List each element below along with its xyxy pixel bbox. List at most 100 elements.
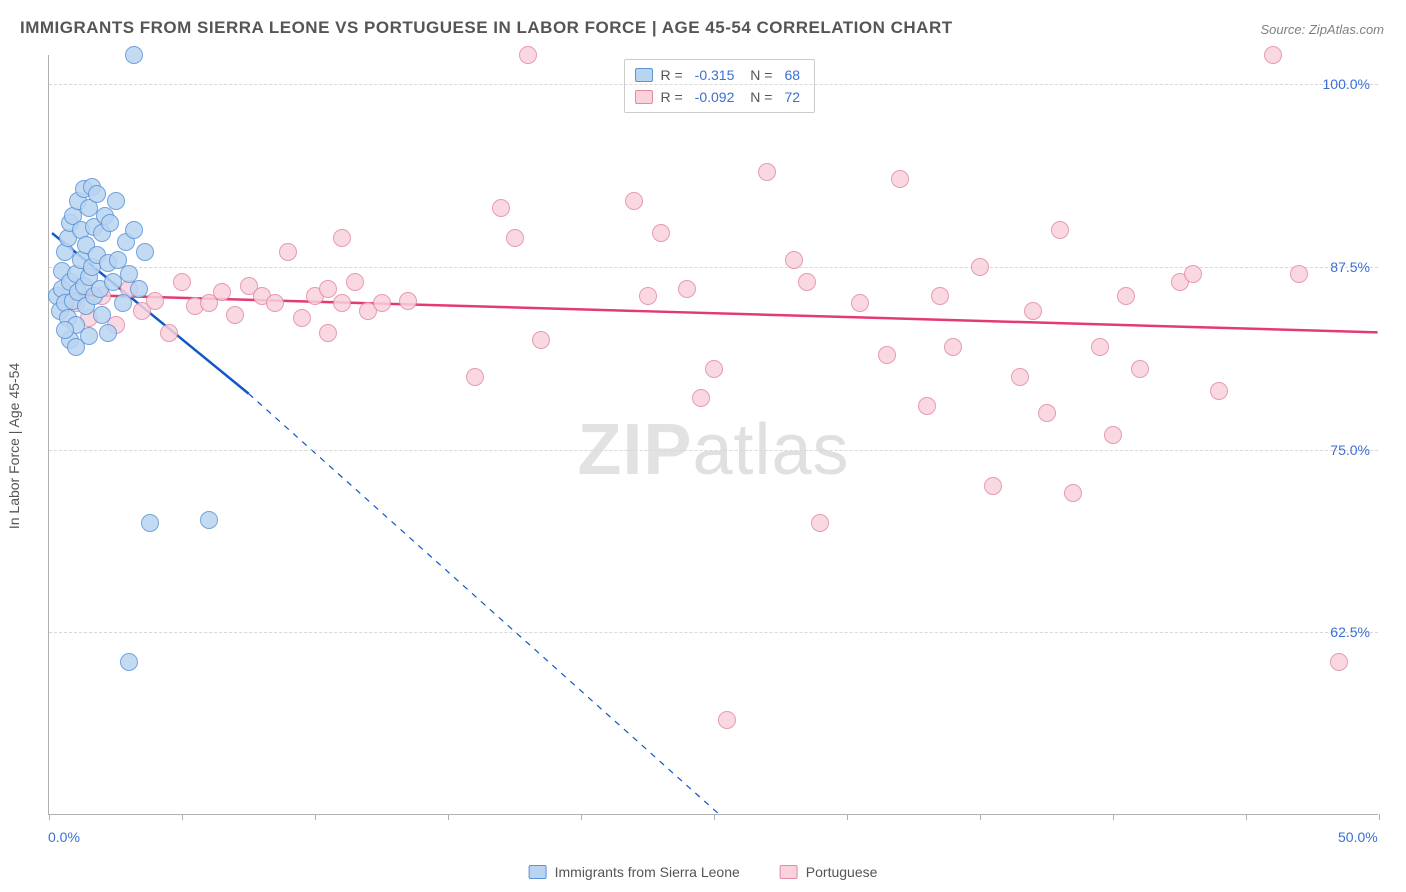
data-point bbox=[101, 214, 119, 232]
swatch-icon bbox=[634, 90, 652, 104]
chart-title: IMMIGRANTS FROM SIERRA LEONE VS PORTUGUE… bbox=[20, 18, 953, 38]
legend-row: R = -0.315 N = 68 bbox=[634, 64, 804, 86]
source-label: Source: ZipAtlas.com bbox=[1260, 22, 1384, 37]
swatch-icon bbox=[634, 68, 652, 82]
x-tick bbox=[49, 814, 50, 820]
legend-r-label: R = bbox=[660, 86, 682, 108]
data-point bbox=[160, 324, 178, 342]
data-point bbox=[891, 170, 909, 188]
x-tick bbox=[581, 814, 582, 820]
x-tick bbox=[847, 814, 848, 820]
data-point bbox=[851, 294, 869, 312]
data-point bbox=[213, 283, 231, 301]
data-point bbox=[1064, 484, 1082, 502]
gridline bbox=[49, 267, 1378, 268]
legend-label: Portuguese bbox=[806, 864, 878, 880]
series-legend: Immigrants from Sierra Leone Portuguese bbox=[529, 864, 878, 880]
gridline bbox=[49, 84, 1378, 85]
legend-n-value: 72 bbox=[780, 86, 804, 108]
data-point bbox=[1184, 265, 1202, 283]
data-point bbox=[519, 46, 537, 64]
data-point bbox=[200, 511, 218, 529]
scatter-plot: ZIPatlas R = -0.315 N = 68 R = -0.092 N … bbox=[48, 55, 1378, 815]
data-point bbox=[1038, 404, 1056, 422]
x-tick bbox=[182, 814, 183, 820]
data-point bbox=[492, 199, 510, 217]
data-point bbox=[944, 338, 962, 356]
data-point bbox=[1011, 368, 1029, 386]
gridline bbox=[49, 632, 1378, 633]
data-point bbox=[67, 338, 85, 356]
data-point bbox=[1131, 360, 1149, 378]
legend-r-value: -0.092 bbox=[691, 86, 739, 108]
x-tick bbox=[1113, 814, 1114, 820]
data-point bbox=[99, 324, 117, 342]
data-point bbox=[125, 46, 143, 64]
data-point bbox=[1024, 302, 1042, 320]
legend-n-value: 68 bbox=[780, 64, 804, 86]
data-point bbox=[333, 229, 351, 247]
data-point bbox=[878, 346, 896, 364]
legend-label: Immigrants from Sierra Leone bbox=[555, 864, 740, 880]
data-point bbox=[931, 287, 949, 305]
data-point bbox=[798, 273, 816, 291]
swatch-icon bbox=[780, 865, 798, 879]
y-tick-label: 87.5% bbox=[1330, 259, 1370, 275]
x-tick-label: 0.0% bbox=[48, 829, 80, 845]
data-point bbox=[1091, 338, 1109, 356]
data-point bbox=[399, 292, 417, 310]
data-point bbox=[1264, 46, 1282, 64]
data-point bbox=[226, 306, 244, 324]
legend-n-label: N = bbox=[746, 64, 772, 86]
data-point bbox=[1290, 265, 1308, 283]
legend-r-label: R = bbox=[660, 64, 682, 86]
x-tick bbox=[448, 814, 449, 820]
data-point bbox=[918, 397, 936, 415]
data-point bbox=[130, 280, 148, 298]
y-tick-label: 62.5% bbox=[1330, 624, 1370, 640]
legend-n-label: N = bbox=[746, 86, 772, 108]
x-tick bbox=[315, 814, 316, 820]
gridline bbox=[49, 450, 1378, 451]
data-point bbox=[718, 711, 736, 729]
data-point bbox=[971, 258, 989, 276]
y-tick-label: 100.0% bbox=[1323, 76, 1370, 92]
data-point bbox=[107, 192, 125, 210]
data-point bbox=[141, 514, 159, 532]
trend-lines bbox=[49, 55, 1378, 814]
data-point bbox=[293, 309, 311, 327]
data-point bbox=[173, 273, 191, 291]
data-point bbox=[88, 185, 106, 203]
legend-r-value: -0.315 bbox=[691, 64, 739, 86]
data-point bbox=[319, 324, 337, 342]
data-point bbox=[811, 514, 829, 532]
data-point bbox=[984, 477, 1002, 495]
y-tick-label: 75.0% bbox=[1330, 442, 1370, 458]
data-point bbox=[114, 294, 132, 312]
data-point bbox=[346, 273, 364, 291]
data-point bbox=[333, 294, 351, 312]
data-point bbox=[136, 243, 154, 261]
data-point bbox=[266, 294, 284, 312]
data-point bbox=[319, 280, 337, 298]
data-point bbox=[1117, 287, 1135, 305]
data-point bbox=[120, 653, 138, 671]
trend-line bbox=[249, 394, 719, 814]
data-point bbox=[93, 306, 111, 324]
x-tick bbox=[1379, 814, 1380, 820]
legend-item: Immigrants from Sierra Leone bbox=[529, 864, 740, 880]
data-point bbox=[373, 294, 391, 312]
data-point bbox=[1330, 653, 1348, 671]
correlation-legend: R = -0.315 N = 68 R = -0.092 N = 72 bbox=[623, 59, 815, 113]
data-point bbox=[678, 280, 696, 298]
y-axis-title: In Labor Force | Age 45-54 bbox=[6, 363, 22, 529]
data-point bbox=[785, 251, 803, 269]
data-point bbox=[466, 368, 484, 386]
swatch-icon bbox=[529, 865, 547, 879]
x-tick bbox=[1246, 814, 1247, 820]
x-tick bbox=[980, 814, 981, 820]
data-point bbox=[692, 389, 710, 407]
data-point bbox=[758, 163, 776, 181]
data-point bbox=[146, 292, 164, 310]
legend-item: Portuguese bbox=[780, 864, 878, 880]
